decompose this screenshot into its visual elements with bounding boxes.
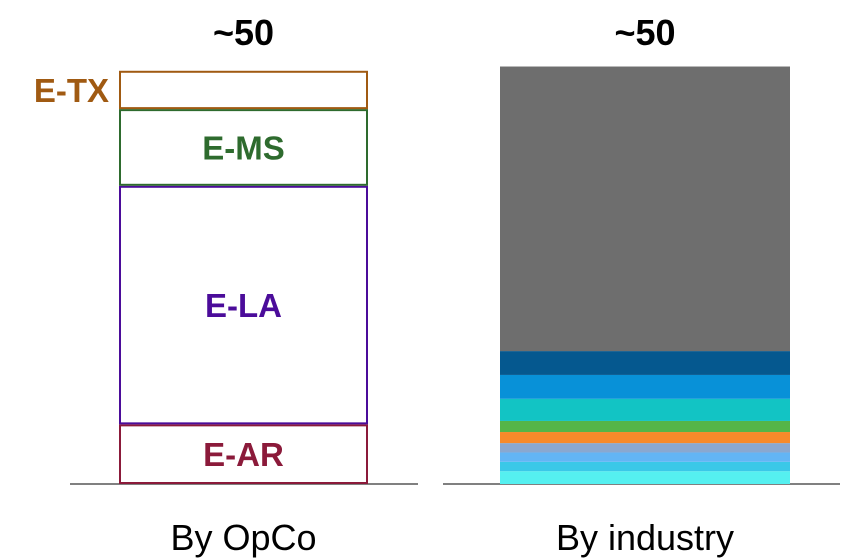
- bar-segment-1-3: [500, 443, 790, 453]
- bar-segment-0-0: [119, 424, 368, 484]
- category-label-1: By industry: [556, 517, 734, 558]
- bar-segment-1-0: [500, 471, 790, 484]
- labels: E-AR E-LA E-MS E-TX ~50 By OpCo ~50 By industry: [34, 12, 734, 558]
- total-label-0: ~50: [213, 12, 274, 53]
- bars: [119, 66, 790, 484]
- bar-segment-1-1: [500, 461, 790, 472]
- total-label-1: ~50: [614, 12, 675, 53]
- bar-segment-1-4: [500, 432, 790, 444]
- category-label-0: By OpCo: [170, 517, 316, 558]
- bar-segment-0-3: [119, 70, 368, 110]
- bar-segment-1-6: [500, 398, 790, 421]
- bar-segment-1-2: [500, 452, 790, 462]
- bar-segment-1-9: [500, 66, 790, 352]
- bar-segment-0-1: [119, 185, 368, 425]
- segment-label-e-ar: E-AR: [203, 436, 284, 473]
- bar-segment-1-8: [500, 351, 790, 375]
- bar-segment-0-2: [119, 109, 368, 186]
- segment-label-e-tx: E-TX: [34, 72, 109, 109]
- segment-label-e-la: E-LA: [205, 287, 282, 324]
- segment-label-e-ms: E-MS: [202, 129, 285, 166]
- bar-segment-1-5: [500, 420, 790, 433]
- bar-segment-1-7: [500, 374, 790, 399]
